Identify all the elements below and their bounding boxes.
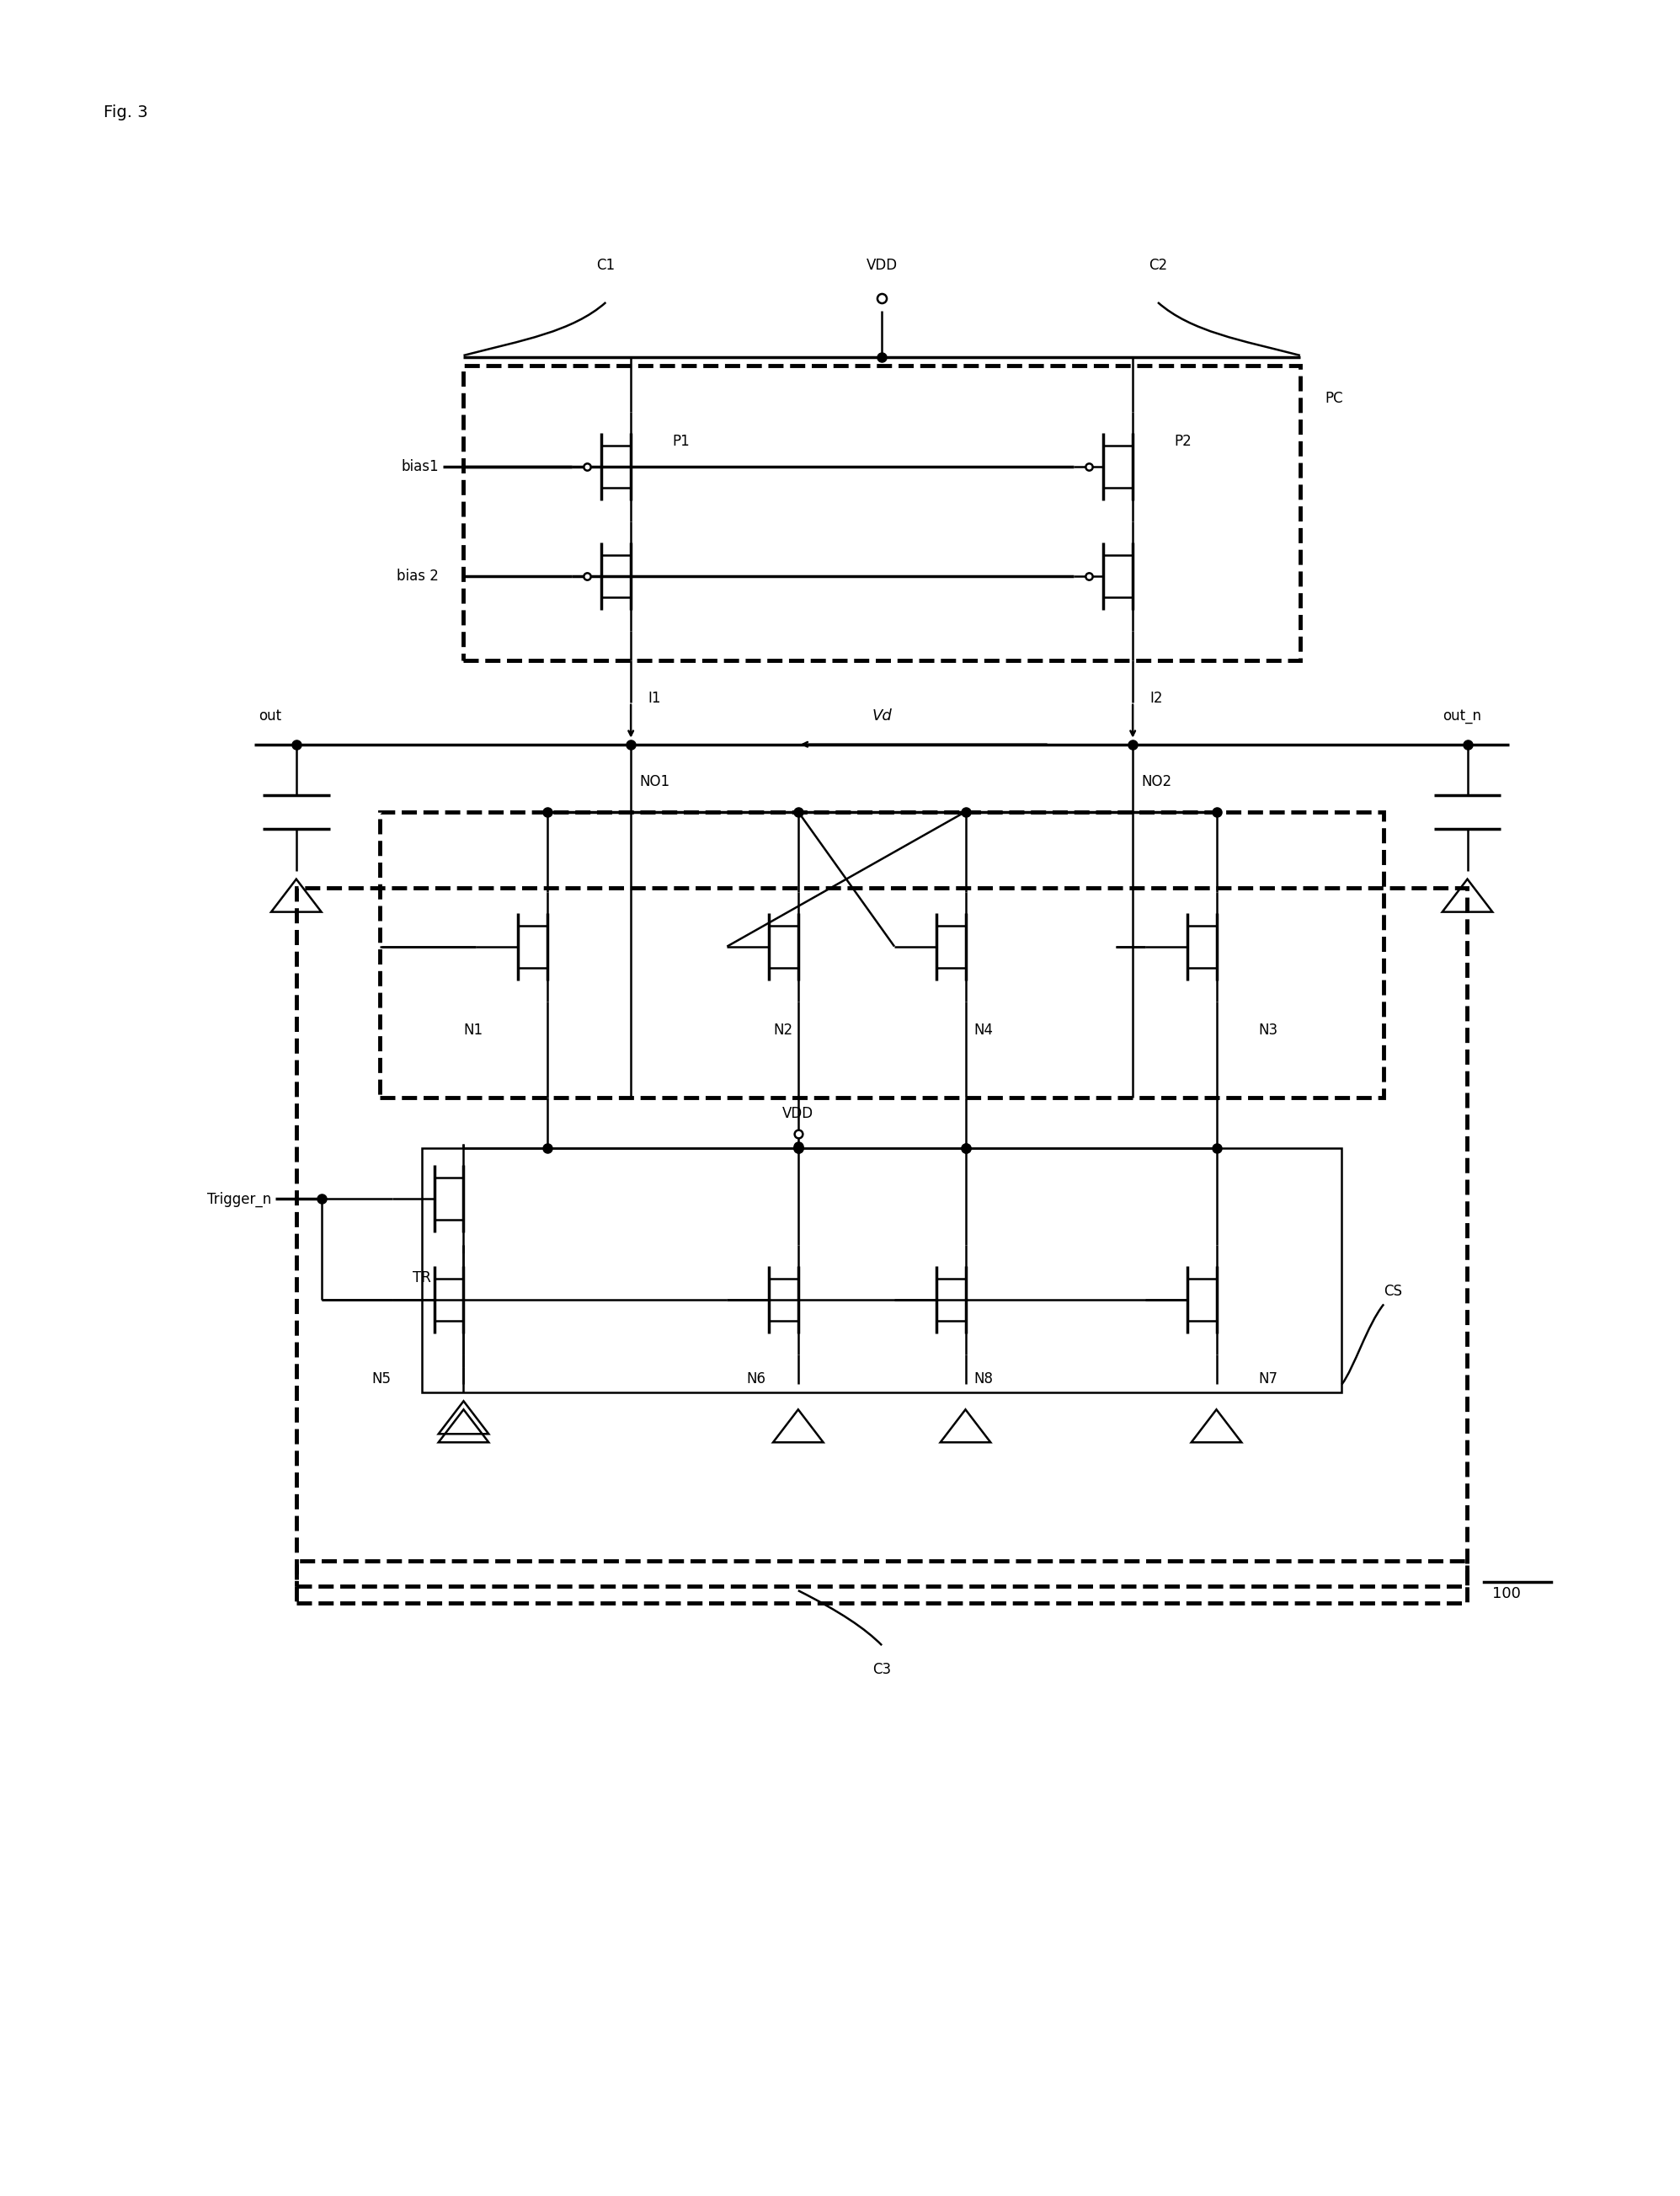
Text: N5: N5	[371, 1372, 391, 1388]
Text: NO1: NO1	[640, 773, 670, 788]
Text: N3: N3	[1258, 1021, 1278, 1037]
Bar	[296, 1561, 1467, 1603]
Text: NO2: NO2	[1141, 773, 1171, 788]
Text: out_n: out_n	[1441, 707, 1482, 722]
Text: N4: N4	[974, 1021, 993, 1037]
Text: out: out	[259, 707, 282, 722]
Text: PC: PC	[1326, 391, 1344, 406]
Text: C2: C2	[1149, 257, 1168, 272]
Text: I2: I2	[1149, 690, 1163, 705]
Text: P2: P2	[1174, 435, 1193, 448]
Text: I1: I1	[647, 690, 660, 705]
Text: N7: N7	[1258, 1372, 1277, 1388]
Bar	[464, 365, 1300, 661]
Text: VDD: VDD	[867, 257, 897, 272]
Text: CS: CS	[1384, 1285, 1403, 1300]
Text: Vd: Vd	[872, 707, 892, 722]
Text: bias1: bias1	[402, 459, 438, 474]
Text: TR: TR	[413, 1271, 432, 1285]
Text: Trigger_n: Trigger_n	[207, 1192, 270, 1208]
Text: N8: N8	[974, 1372, 993, 1388]
Text: C3: C3	[872, 1662, 890, 1678]
Bar	[380, 813, 1384, 1098]
Text: N6: N6	[746, 1372, 766, 1388]
Bar	[296, 887, 1467, 1586]
Text: P1: P1	[672, 435, 690, 448]
Bar	[422, 1149, 1342, 1392]
Text: N2: N2	[773, 1021, 793, 1037]
Text: N1: N1	[464, 1021, 484, 1037]
Text: VDD: VDD	[783, 1107, 813, 1122]
Text: C1: C1	[596, 257, 615, 272]
Text: 100: 100	[1492, 1586, 1520, 1601]
Text: bias 2: bias 2	[396, 569, 438, 584]
Text: Fig. 3: Fig. 3	[104, 105, 148, 121]
